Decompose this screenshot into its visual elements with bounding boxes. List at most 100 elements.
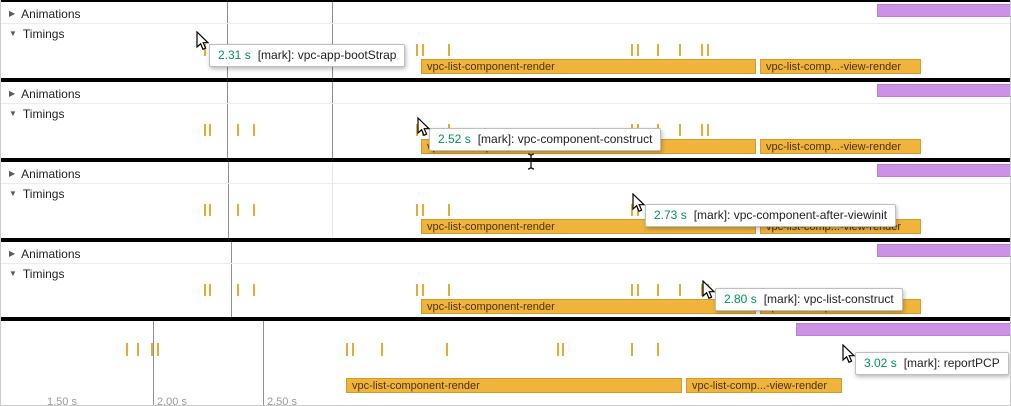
timing-mark-tick	[204, 204, 206, 216]
caret-right-icon[interactable]: ▶	[9, 9, 16, 18]
timing-mark-tick	[157, 343, 159, 356]
timing-mark-tick	[237, 204, 239, 216]
timing-mark-tick	[448, 284, 450, 296]
gridline	[153, 321, 154, 405]
time-ruler-label: 2.00 s	[157, 396, 187, 406]
user-timing-bar-label: vpc-list-comp...-view-render	[692, 379, 828, 392]
animation-track-bar[interactable]	[796, 323, 1010, 336]
timing-mark-tick	[448, 44, 450, 56]
timing-mark-tick	[631, 204, 633, 216]
track-header-timings[interactable]: ▼ Timings	[1, 264, 64, 284]
mouse-cursor-icon	[196, 30, 210, 51]
track-header-timings[interactable]: ▼ Timings	[1, 184, 64, 204]
user-timing-bar[interactable]: vpc-list-comp...-view-render	[760, 139, 921, 154]
user-timing-bar[interactable]: vpc-list-comp...-view-render	[686, 378, 842, 393]
track-divider	[1, 23, 1010, 24]
timing-mark-tick	[209, 284, 211, 296]
timing-mark-tick	[137, 343, 139, 356]
user-timing-bar-label: vpc-list-component-render	[352, 379, 480, 392]
section-separator	[1, 0, 1010, 2]
marker-tooltip: 3.02 s [mark]: reportPCP	[855, 352, 1009, 375]
timing-mark-tick	[209, 124, 211, 136]
timing-mark-tick	[631, 343, 633, 356]
user-timing-bar-label: vpc-list-comp...-view-render	[766, 140, 902, 153]
animation-track-bar[interactable]	[877, 164, 1010, 177]
caret-down-icon[interactable]: ▼	[9, 29, 17, 38]
timing-mark-tick	[237, 124, 239, 136]
caret-down-icon[interactable]: ▼	[9, 109, 17, 118]
timing-mark-tick	[631, 284, 633, 296]
timing-mark-tick	[422, 204, 424, 216]
timing-mark-tick	[253, 284, 255, 296]
track-header-animations[interactable]: ▶ Animations	[1, 4, 81, 24]
timing-mark-tick	[701, 44, 703, 56]
user-timing-bar[interactable]: vpc-list-component-render	[421, 299, 756, 314]
gridline	[332, 162, 333, 238]
animation-track-bar[interactable]	[877, 84, 1010, 97]
caret-right-icon[interactable]: ▶	[9, 249, 16, 258]
user-timing-bar[interactable]: vpc-list-component-render	[421, 59, 756, 74]
timing-mark-tick	[657, 284, 659, 296]
time-ruler-label: 1.50 s	[47, 396, 77, 406]
user-timing-bar[interactable]: vpc-list-comp...-view-render	[760, 59, 921, 74]
timing-mark-tick	[422, 44, 424, 56]
timing-mark-tick	[204, 44, 206, 56]
tooltip-label: [mark]: vpc-component-after-viewinit	[693, 208, 888, 222]
timing-mark-tick	[151, 343, 153, 356]
timing-mark-tick	[562, 343, 564, 356]
timing-mark-tick	[237, 284, 239, 296]
tooltip-label: [mark]: vpc-list-construct	[763, 292, 894, 306]
tooltip-time: 2.73 s	[654, 208, 687, 222]
gridline	[263, 321, 264, 405]
timing-mark-tick	[557, 343, 559, 356]
mouse-cursor-icon	[702, 279, 716, 300]
user-timing-bar-label: vpc-list-component-render	[427, 300, 555, 313]
mouse-cursor-icon	[632, 192, 646, 213]
marker-tooltip: 2.80 s [mark]: vpc-list-construct	[715, 288, 903, 311]
user-timing-bar-label: vpc-list-comp...-view-render	[766, 60, 902, 73]
marker-tooltip: 2.73 s [mark]: vpc-component-after-viewin…	[645, 204, 897, 227]
timing-mark-tick	[701, 284, 703, 296]
timing-mark-tick	[446, 343, 448, 356]
caret-right-icon[interactable]: ▶	[9, 89, 16, 98]
track-header-animations[interactable]: ▶ Animations	[1, 84, 81, 104]
user-timing-bar-label: vpc-list-component-render	[427, 60, 555, 73]
tooltip-label: [mark]: vpc-component-construct	[477, 132, 653, 146]
track-title-timings: Timings	[22, 187, 65, 201]
timing-mark-tick	[679, 284, 681, 296]
track-title-animations: Animations	[21, 167, 81, 181]
track-divider	[1, 263, 1010, 264]
animation-track-bar[interactable]	[877, 244, 1010, 257]
tooltip-label: [mark]: vpc-app-bootStrap	[257, 48, 397, 62]
gridline	[231, 242, 232, 317]
timing-mark-tick	[631, 44, 633, 56]
mouse-cursor-icon	[842, 343, 856, 364]
timing-mark-tick	[657, 44, 659, 56]
track-header-animations[interactable]: ▶ Animations	[1, 244, 81, 264]
section-separator	[1, 317, 1010, 321]
gridline	[332, 82, 333, 158]
caret-down-icon[interactable]: ▼	[9, 269, 17, 278]
mouse-cursor-icon	[417, 116, 431, 137]
timing-mark-tick	[209, 204, 211, 216]
track-header-timings[interactable]: ▼ Timings	[1, 104, 64, 124]
tooltip-time: 2.31 s	[218, 48, 251, 62]
caret-right-icon[interactable]: ▶	[9, 169, 16, 178]
timing-mark-tick	[352, 343, 354, 356]
animation-track-bar[interactable]	[877, 4, 1010, 17]
track-header-animations[interactable]: ▶ Animations	[1, 164, 81, 184]
caret-down-icon[interactable]: ▼	[9, 189, 17, 198]
track-title-animations: Animations	[21, 7, 81, 21]
track-header-timings[interactable]: ▼ Timings	[1, 24, 64, 44]
marker-tooltip: 2.52 s [mark]: vpc-component-construct	[429, 128, 662, 151]
track-title-animations: Animations	[21, 87, 81, 101]
gridline	[228, 162, 229, 238]
section-separator	[1, 78, 1010, 82]
timing-mark-tick	[126, 343, 128, 356]
tooltip-label: [mark]: reportPCP	[903, 356, 1000, 370]
user-timing-bar[interactable]: vpc-list-component-render	[346, 378, 682, 393]
timing-mark-tick	[253, 124, 255, 136]
track-divider	[1, 103, 1010, 104]
track-title-timings: Timings	[22, 107, 65, 121]
